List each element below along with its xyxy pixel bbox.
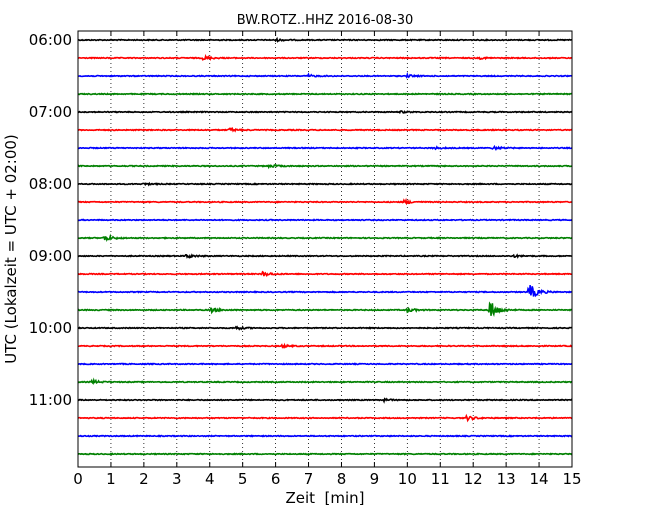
plot-frame bbox=[77, 30, 573, 468]
trace-layer bbox=[77, 36, 573, 456]
x-tick-label: 9 bbox=[370, 470, 380, 488]
x-tick-label: 5 bbox=[238, 470, 248, 488]
x-tick-label: 6 bbox=[271, 470, 281, 488]
x-tick-label: 4 bbox=[205, 470, 215, 488]
seismic-trace bbox=[77, 285, 573, 298]
seismic-trace bbox=[77, 325, 573, 331]
seismic-trace bbox=[77, 233, 573, 243]
seismic-trace bbox=[77, 71, 573, 79]
seismic-trace bbox=[77, 362, 573, 366]
y-tick-label: 11:00 bbox=[29, 391, 72, 409]
seismic-trace bbox=[77, 270, 573, 278]
seismic-trace bbox=[77, 253, 573, 259]
x-tick-label: 3 bbox=[172, 470, 182, 488]
x-tick-label: 12 bbox=[464, 470, 483, 488]
x-tick-label: 8 bbox=[337, 470, 347, 488]
y-tick-label: 10:00 bbox=[29, 319, 72, 337]
chart-title: BW.ROTZ..HHZ 2016-08-30 bbox=[237, 13, 413, 28]
seismic-trace bbox=[77, 301, 573, 318]
seismic-trace bbox=[77, 53, 573, 62]
y-tick-label: 08:00 bbox=[29, 175, 72, 193]
y-tick-label: 06:00 bbox=[29, 31, 72, 49]
x-tick-label: 15 bbox=[562, 470, 581, 488]
axis-ticks: 0 1 2 3 4 5 6 7 8 9 10 11 12 13 14 1506:0007:0008:0009:… bbox=[29, 31, 582, 488]
seismic-trace bbox=[77, 434, 573, 438]
x-tick-label: 7 bbox=[304, 470, 314, 488]
seismic-trace bbox=[77, 36, 573, 43]
seismic-trace bbox=[77, 126, 573, 133]
seismic-trace bbox=[77, 181, 573, 187]
x-tick-label: 10 bbox=[398, 470, 417, 488]
seismic-trace bbox=[77, 197, 573, 206]
seismic-trace bbox=[77, 342, 573, 349]
y-tick-label: 07:00 bbox=[29, 103, 72, 121]
seismic-trace bbox=[77, 110, 573, 115]
seismic-trace bbox=[77, 144, 573, 152]
seismic-trace bbox=[77, 452, 573, 456]
x-axis-label: Zeit [min] bbox=[285, 489, 364, 507]
seismic-trace bbox=[77, 164, 573, 170]
y-tick-label: 09:00 bbox=[29, 247, 72, 265]
y-axis-label: UTC (Lokalzeit = UTC + 02:00) bbox=[2, 134, 20, 364]
x-tick-label: 1 bbox=[106, 470, 116, 488]
x-tick-label: 13 bbox=[497, 470, 516, 488]
seismic-trace bbox=[77, 218, 573, 222]
minute-grid bbox=[110, 31, 540, 467]
seismic-trace bbox=[77, 92, 573, 96]
x-tick-label: 0 bbox=[73, 470, 83, 488]
seismic-trace bbox=[77, 397, 573, 404]
seismic-trace bbox=[77, 377, 573, 385]
x-tick-label: 2 bbox=[139, 470, 149, 488]
x-tick-label: 14 bbox=[530, 470, 549, 488]
x-tick-label: 11 bbox=[431, 470, 450, 488]
seismic-trace bbox=[77, 413, 573, 423]
